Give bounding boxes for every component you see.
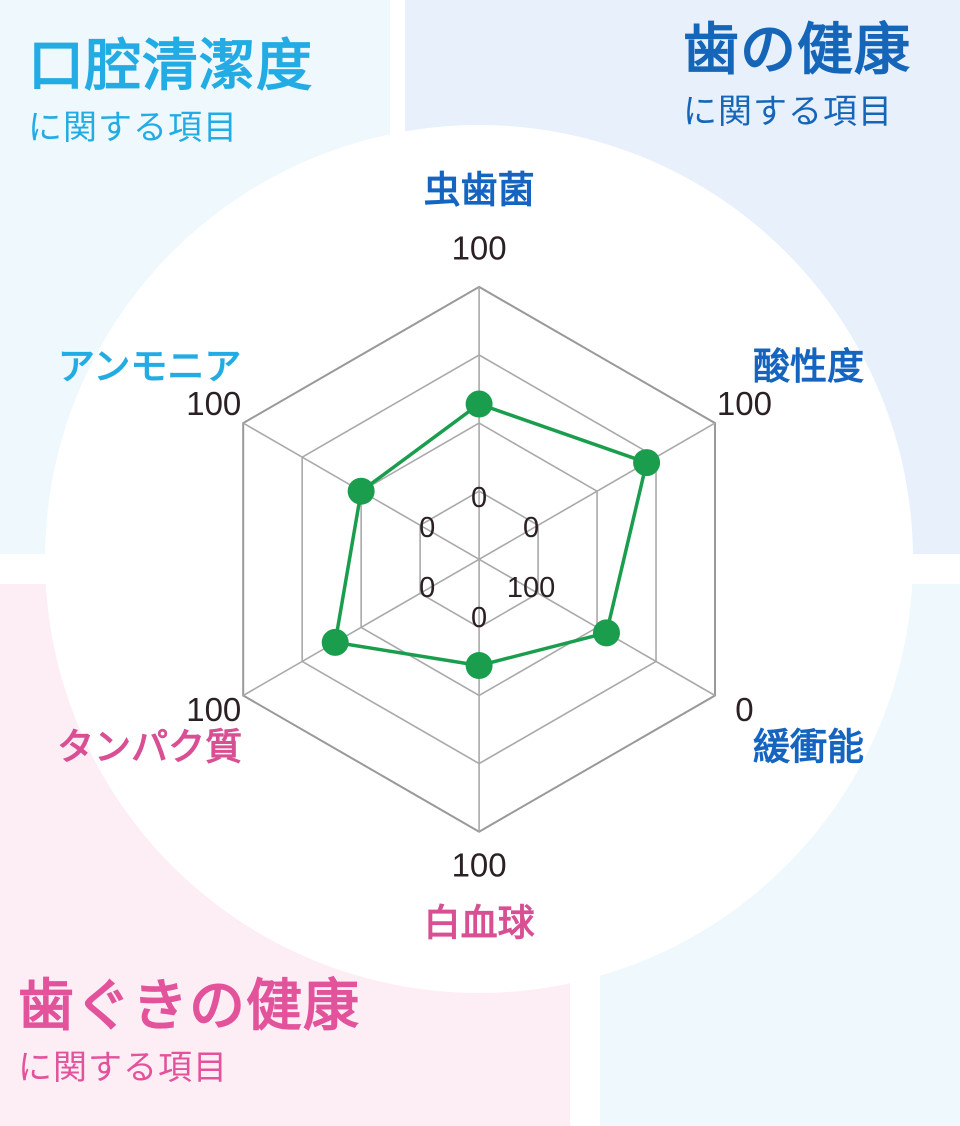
svg-text:100: 100 [186, 691, 241, 728]
svg-text:虫歯菌: 虫歯菌 [424, 170, 535, 211]
svg-text:酸性度: 酸性度 [753, 346, 864, 387]
svg-text:100: 100 [507, 572, 555, 604]
svg-text:0: 0 [471, 602, 487, 634]
svg-text:0: 0 [735, 691, 753, 728]
svg-text:0: 0 [471, 482, 487, 514]
svg-text:緩衝能: 緩衝能 [753, 726, 864, 767]
svg-text:白血球: 白血球 [424, 902, 536, 943]
svg-text:100: 100 [452, 846, 507, 883]
svg-text:アンモニア: アンモニア [58, 346, 242, 387]
svg-text:100: 100 [186, 385, 241, 422]
svg-text:100: 100 [717, 385, 772, 422]
svg-text:0: 0 [419, 512, 435, 544]
svg-text:タンパク質: タンパク質 [57, 726, 242, 767]
svg-text:100: 100 [452, 230, 507, 267]
svg-text:0: 0 [419, 572, 435, 604]
svg-text:0: 0 [523, 512, 539, 544]
